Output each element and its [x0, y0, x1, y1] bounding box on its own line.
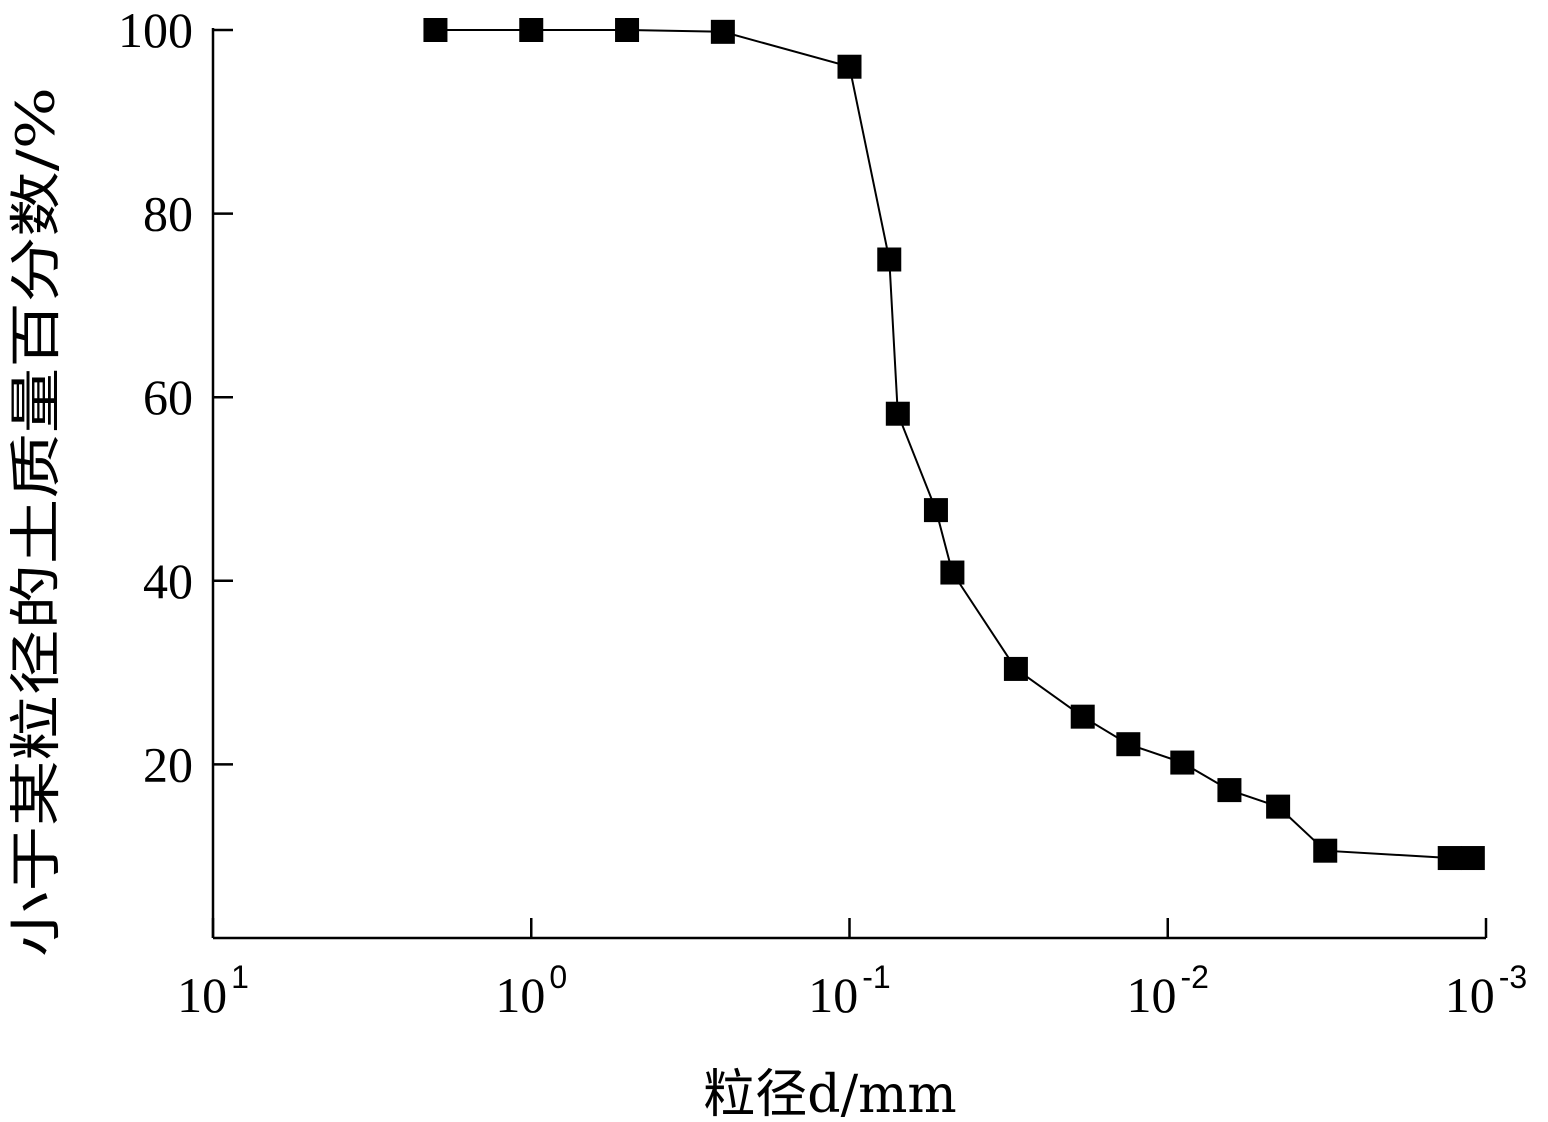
x-tick-base: 10 — [1445, 967, 1495, 1023]
x-tick-label: 10 -1 — [808, 959, 890, 1023]
y-axis-title: 小于某粒径的土质量百分数/% — [7, 87, 67, 957]
data-point-marker — [1313, 838, 1338, 863]
x-tick-label: 10 1 — [177, 959, 249, 1023]
x-tick-exponent: 1 — [231, 959, 249, 995]
series-line-group — [435, 29, 1473, 859]
data-point-marker — [615, 18, 640, 42]
data-point-marker — [877, 247, 902, 272]
data-point-marker — [1170, 750, 1195, 775]
y-axis-ticks: 100 80 60 40 20 — [118, 2, 233, 792]
plot-frame — [211, 28, 1486, 940]
data-point-marker — [519, 18, 544, 42]
y-tick-label: 40 — [143, 553, 193, 609]
y-tick-label: 100 — [118, 2, 193, 58]
x-tick-base: 10 — [808, 967, 858, 1023]
x-tick-exponent: -3 — [1499, 959, 1527, 995]
x-tick-label: 10 0 — [495, 959, 567, 1023]
data-point-marker — [1070, 704, 1095, 729]
x-tick-label: 10 -3 — [1445, 959, 1527, 1023]
data-point-group — [423, 18, 1485, 871]
data-point-marker — [423, 18, 448, 42]
x-tick-exponent: 0 — [549, 959, 567, 995]
data-point-marker — [1460, 846, 1485, 871]
data-point-marker — [837, 54, 862, 79]
x-tick-exponent: -2 — [1181, 959, 1209, 995]
y-tick-label: 80 — [143, 186, 193, 242]
series-line — [435, 29, 1473, 859]
data-point-marker — [940, 560, 965, 585]
data-point-marker — [885, 401, 910, 426]
data-point-marker — [710, 19, 735, 44]
data-point-marker — [923, 498, 948, 523]
data-point-marker — [1437, 846, 1462, 871]
y-tick-label: 60 — [143, 369, 193, 425]
data-point-marker — [1266, 794, 1291, 819]
data-point-marker — [1116, 732, 1141, 757]
x-tick-base: 10 — [177, 967, 227, 1023]
x-tick-label: 10 -2 — [1127, 959, 1209, 1023]
x-axis-ticks: 10 1 10 0 10 -1 10 -2 10 -3 — [177, 918, 1527, 1023]
data-point-marker — [1217, 778, 1242, 803]
data-point-marker — [1003, 656, 1028, 681]
x-tick-exponent: -1 — [862, 959, 890, 995]
y-tick-label: 20 — [143, 736, 193, 792]
x-tick-base: 10 — [495, 967, 545, 1023]
x-axis-title: 粒径d/mm — [703, 1065, 956, 1122]
x-tick-base: 10 — [1127, 967, 1177, 1023]
